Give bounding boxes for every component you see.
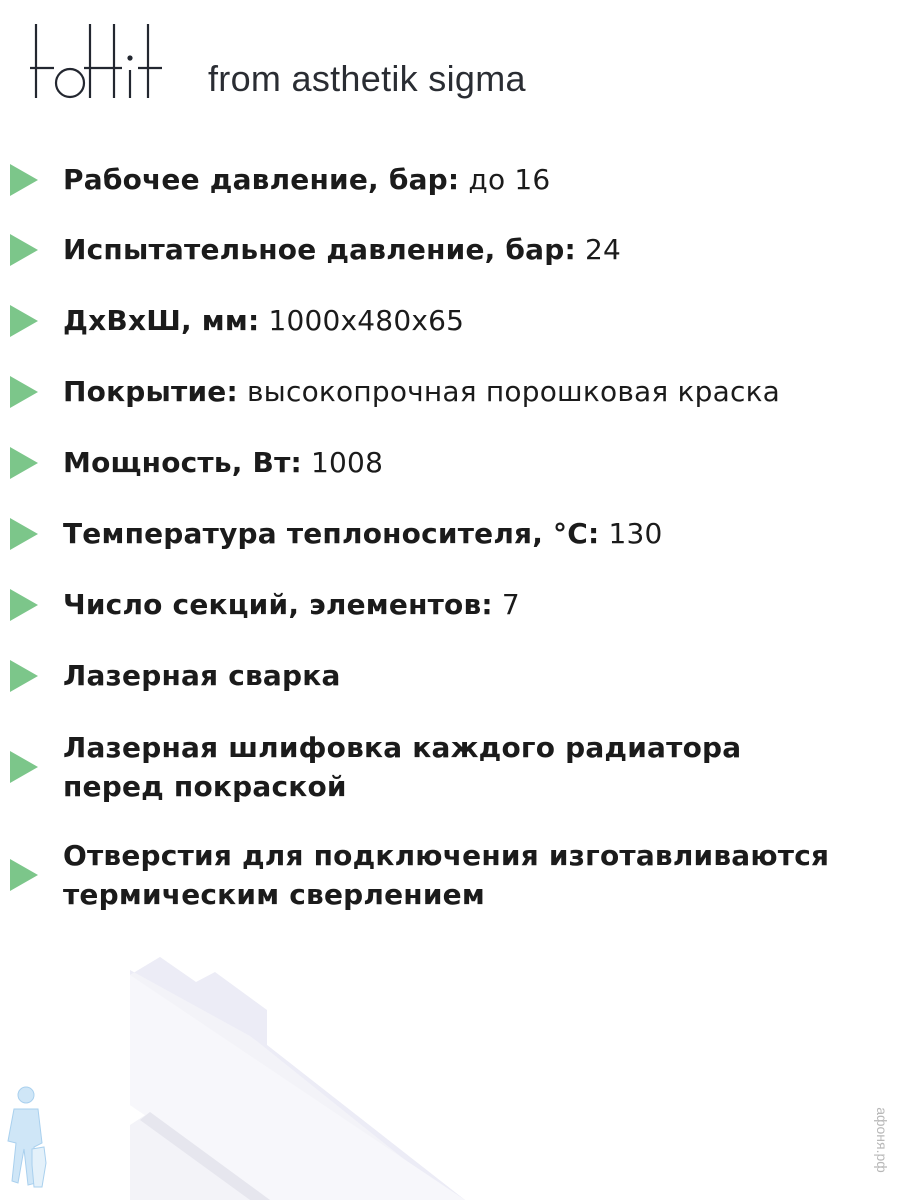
spec-value: до 16 [459, 163, 551, 196]
brand-logo [30, 24, 162, 99]
spec-label: Лазерная сварка [63, 659, 341, 692]
spec-text: Мощность, Вт: 1008 [63, 443, 383, 482]
bullet-triangle-icon [10, 234, 38, 266]
spec-label: Лазерная шлифовка каждого радиатора [63, 731, 742, 764]
spec-text: Температура теплоносителя, °C: 130 [63, 514, 663, 553]
spec-label-line2: перед покраской [63, 770, 347, 803]
bullet-triangle-icon [10, 518, 38, 550]
radiator-illustration [130, 957, 465, 1200]
bullet-triangle-icon [10, 751, 38, 783]
spec-label: Отверстия для подключения изготавливаютс… [63, 839, 830, 872]
bullet-triangle-icon [10, 305, 38, 337]
spec-value: 7 [492, 588, 520, 621]
spec-text: Покрытие: высокопрочная порошковая краск… [63, 372, 780, 411]
spec-label: Мощность, Вт: [63, 446, 302, 479]
bullet-triangle-icon [10, 447, 38, 479]
spec-label: Рабочее давление, бар: [63, 163, 460, 196]
bullet-triangle-icon [10, 859, 38, 891]
bullet-triangle-icon [10, 376, 38, 408]
spec-text: Лазерная шлифовка каждого радиатора перед… [63, 728, 741, 806]
spec-text: ДхВхШ, мм: 1000x480x65 [63, 301, 464, 340]
bullet-triangle-icon [10, 164, 38, 196]
mascot-icon [7, 1086, 47, 1188]
spec-label: Число секций, элементов: [63, 588, 493, 621]
spec-label-line2: термическим сверлением [63, 878, 485, 911]
bullet-triangle-icon [10, 589, 38, 621]
spec-label: Покрытие: [63, 375, 238, 408]
watermark: афоня.рф [874, 1107, 890, 1173]
brand-tagline: from asthetik sigma [208, 58, 526, 99]
spec-value: 1000x480x65 [259, 304, 465, 337]
spec-text: Отверстия для подключения изготавливаютс… [63, 836, 829, 914]
spec-label: ДхВхШ, мм: [63, 304, 260, 337]
spec-value: 24 [575, 233, 622, 266]
spec-label: Испытательное давление, бар: [63, 233, 576, 266]
spec-text: Рабочее давление, бар: до 16 [63, 160, 550, 199]
spec-value: 1008 [301, 446, 384, 479]
spec-value: высокопрочная порошковая краска [237, 375, 781, 408]
spec-label: Температура теплоносителя, °C: [63, 517, 600, 550]
spec-value: 130 [599, 517, 663, 550]
spec-text: Число секций, элементов: 7 [63, 585, 520, 624]
spec-text: Испытательное давление, бар: 24 [63, 230, 621, 269]
bullet-triangle-icon [10, 660, 38, 692]
spec-text: Лазерная сварка [63, 656, 341, 695]
